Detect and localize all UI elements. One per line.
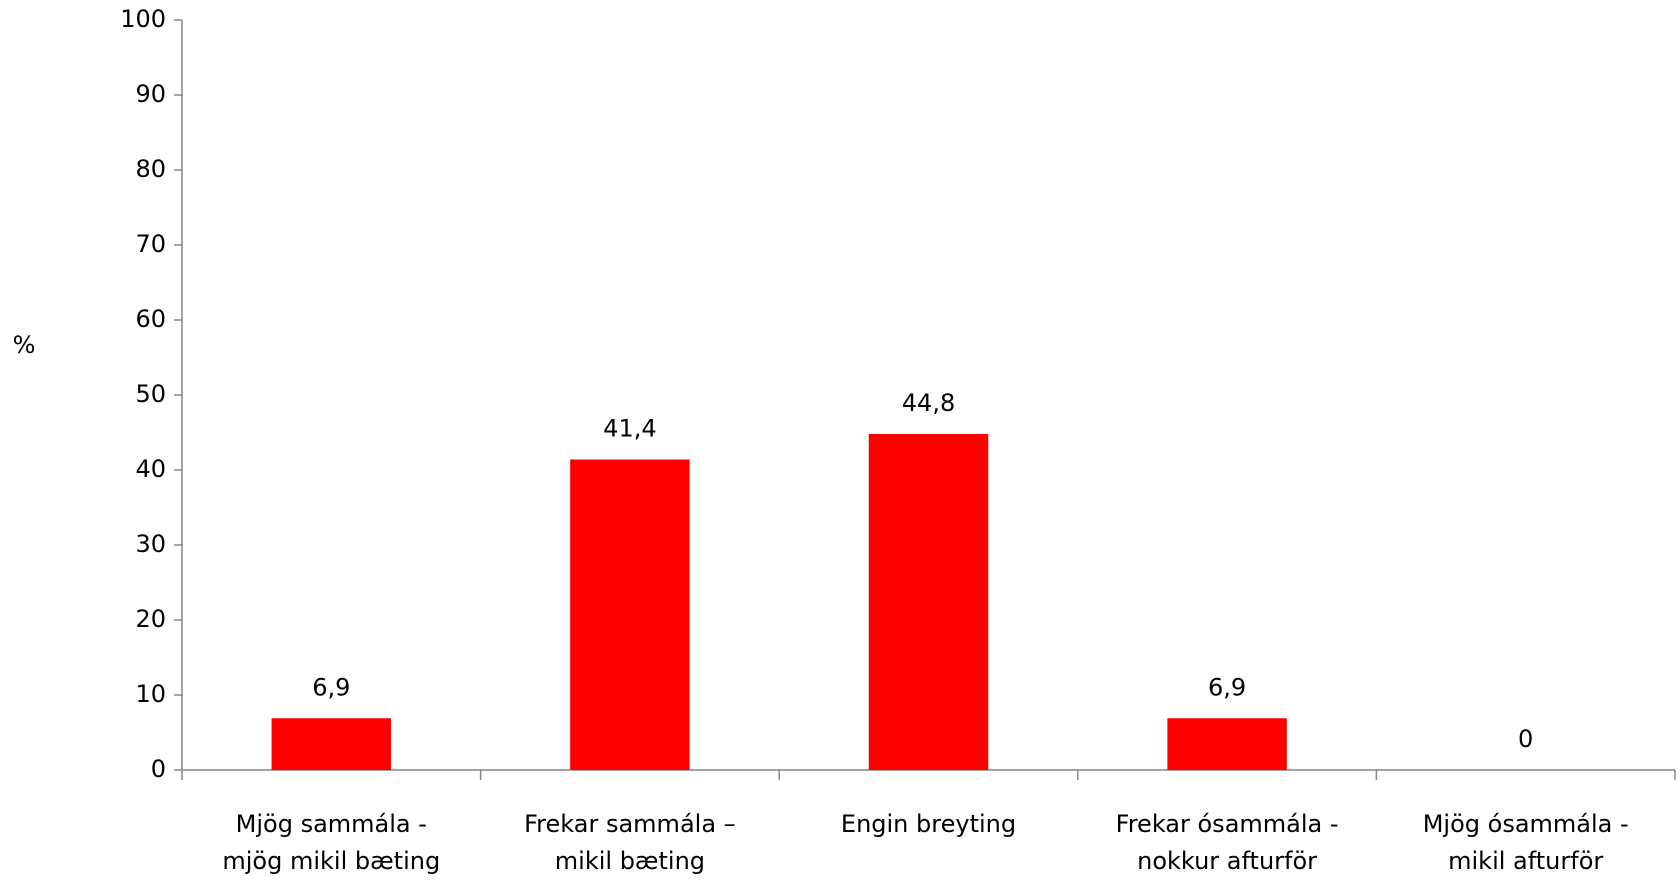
value-label: 6,9 [312,673,350,701]
y-tick-label: 50 [135,380,166,408]
x-tick-label-line: mikil bæting [555,847,705,875]
y-tick-label: 10 [135,680,166,708]
value-label: 6,9 [1208,673,1246,701]
x-tick-label-line: Frekar ósammála - [1116,810,1339,838]
y-tick-label: 0 [151,755,166,783]
x-tick-label-line: Mjög ósammála - [1423,810,1629,838]
x-tick-label-line: Engin breyting [841,810,1016,838]
y-tick-label: 90 [135,80,166,108]
y-tick-label: 60 [135,305,166,333]
y-tick-label: 40 [135,455,166,483]
value-label: 0 [1518,725,1533,753]
x-tick-label-line: nokkur afturför [1137,847,1317,875]
x-tick-label: Mjög sammála - mjög mikil bæting [222,810,440,875]
bar [271,718,392,770]
x-tick-label-line: mjög mikil bæting [222,847,440,875]
x-tick-label-line: Frekar sammála – [524,810,736,838]
x-tick-label-line: Mjög sammála - [236,810,427,838]
x-tick-label: Mjög ósammála - mikil afturför [1423,810,1629,875]
y-tick-label: 20 [135,605,166,633]
bar [570,459,690,770]
y-tick-label: 80 [135,155,166,183]
x-tick-label: Frekar ósammála - nokkur afturför [1116,810,1339,875]
x-tick-label: Frekar sammála – mikil bæting [524,810,736,875]
value-label: 44,8 [902,389,955,417]
x-tick-label: Engin breyting [841,810,1016,838]
bar [1167,718,1287,770]
y-tick-label: 70 [135,230,166,258]
y-tick-label: 100 [120,5,166,33]
y-axis-label: % [13,331,36,359]
bar [868,434,989,770]
y-tick-label: 30 [135,530,166,558]
value-label: 41,4 [603,415,656,443]
x-tick-label-line: mikil afturför [1448,847,1603,875]
